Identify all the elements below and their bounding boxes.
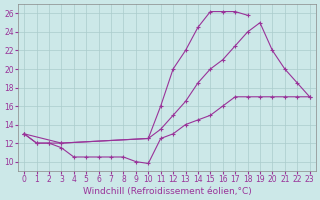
X-axis label: Windchill (Refroidissement éolien,°C): Windchill (Refroidissement éolien,°C) (83, 187, 251, 196)
